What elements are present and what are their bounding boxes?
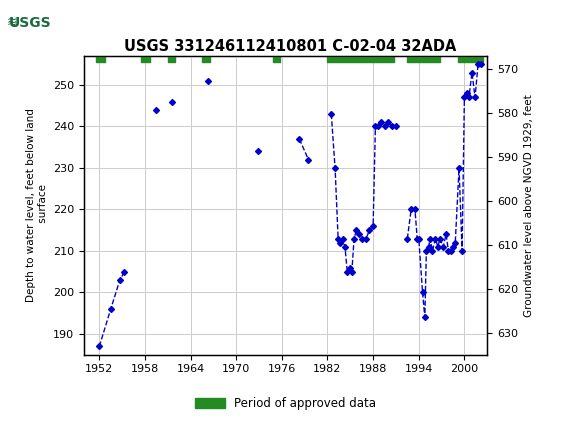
FancyBboxPatch shape [5, 4, 54, 41]
Text: ≋: ≋ [7, 16, 17, 29]
Text: USGS: USGS [9, 15, 52, 30]
Y-axis label: Depth to water level, feet below land
 surface: Depth to water level, feet below land su… [26, 108, 48, 302]
Y-axis label: Groundwater level above NGVD 1929, feet: Groundwater level above NGVD 1929, feet [524, 94, 534, 317]
Text: USGS 331246112410801 C-02-04 32ADA: USGS 331246112410801 C-02-04 32ADA [124, 39, 456, 54]
Legend: Period of approved data: Period of approved data [190, 392, 381, 415]
